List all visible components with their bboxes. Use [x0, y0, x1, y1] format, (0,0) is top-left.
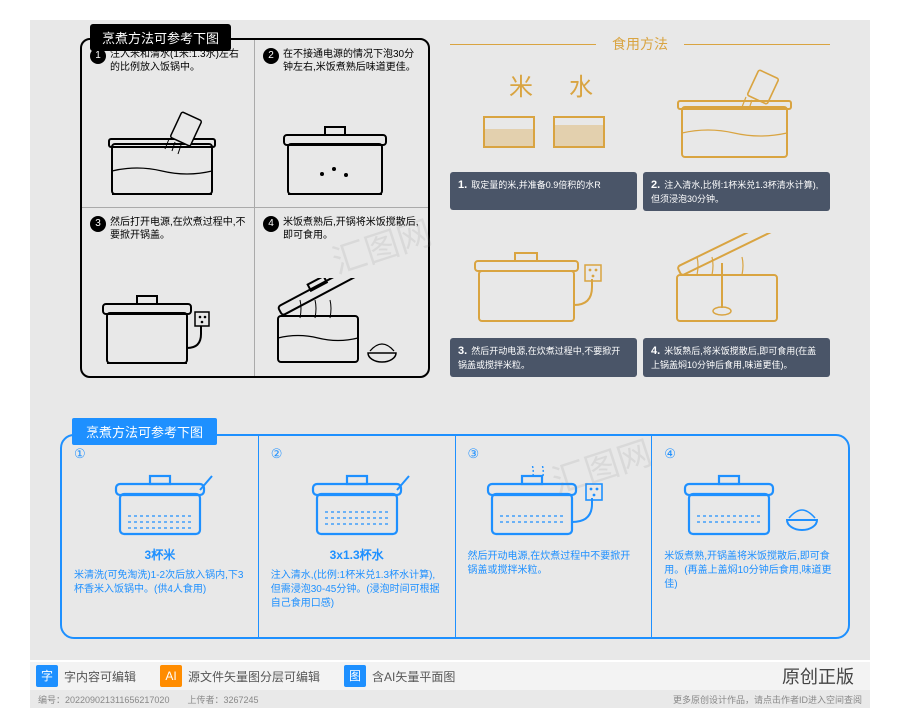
gold-panel: 食用方法 米 水 1.取定量的米,并准备0.9倍积的水R [450, 30, 830, 390]
footer: 字 字内容可编辑 AI 源文件矢量图分层可编辑 图 含AI矢量平面图 原创正版 … [30, 662, 870, 712]
badge-label: 字内容可编辑 [64, 668, 136, 685]
bw-cell-3: 3 然后打开电源,在炊煮过程中,不要掀开锅盖。 [82, 208, 255, 376]
rice-water-icon: 米 水 [459, 67, 629, 167]
bw-step-text: 注入米和清水(1米:1.3水)左右的比例放入饭锅中。 [110, 48, 248, 74]
footer-meta-row: 编号：202209021311656217020 上传者：3267245 更多原… [30, 690, 870, 708]
pot-plug-icon [97, 278, 227, 368]
water-label: 水 [569, 74, 593, 101]
pot-blue-icon [100, 466, 220, 542]
blue-cell-2: ② 3x1.3杯水 注入清水,(比例:1杯米兑1.3杯水计算),但需浸泡30-4… [259, 436, 456, 637]
blue-title: 烹煮方法可参考下图 [72, 418, 217, 445]
pot-plug-blue-icon [478, 466, 628, 542]
bw-grid: 1 注入米和清水(1米:1.3水)左右的比例放入饭锅中。 2 在不接通电源的情况… [80, 38, 430, 378]
footer-brand: 原创正版 [782, 663, 864, 689]
blue-step-num: ③ [468, 446, 640, 462]
badge-label: 含AI矢量平面图 [372, 668, 455, 685]
blue-cell-4: ④ 米饭煮熟,开锅盖将米饭搅散后,即可食用。(再盖上盖焖10分钟后食用,味道更佳… [652, 436, 848, 637]
gold-title: 食用方法 [596, 34, 684, 54]
gold-cell-3: 3.然后开动电源,在炊煮过程中,不要掀开锅盖或搅拌米粒。 [450, 228, 637, 388]
meta-id: 编号：202209021311656217020 [38, 693, 169, 706]
gold-grid: 米 水 1.取定量的米,并准备0.9倍积的水R [450, 62, 830, 388]
blue-text: 米饭煮熟,开锅盖将米饭搅散后,即可食用。(再盖上盖焖10分钟后食用,味道更佳) [664, 550, 836, 592]
bw-step-num: 4 [263, 216, 279, 232]
blue-text: 然后开动电源,在炊煮过程中不要掀开锅盖或搅拌米粒。 [468, 550, 640, 578]
blue-step-num: ④ [664, 446, 836, 462]
blue-panel: 烹煮方法可参考下图 ① 3杯米 米清洗(可免淘洗)1-2次后放入锅内,下3杯香米… [60, 420, 850, 645]
blue-cell-3: ③ 然后开动电源,在炊煮过程中不要掀开锅盖或搅拌米粒。 [456, 436, 653, 637]
blue-step-num: ① [74, 446, 246, 462]
pot-bowl-blue-icon [675, 466, 825, 542]
pot-pour-icon [97, 109, 227, 199]
blue-cell-1: ① 3杯米 米清洗(可免淘洗)1-2次后放入锅内,下3杯香米入饭锅中。(供4人食… [62, 436, 259, 637]
meta-uploader: 上传者：3267245 [187, 693, 258, 706]
bw-step-text: 米饭煮熟后,开锅将米饭搅散后,即可食用。 [283, 216, 422, 242]
blue-sub: 3x1.3杯水 [271, 546, 443, 563]
badge-text-icon: 字 [36, 665, 58, 687]
gold-caption: 4.米饭熟后,将米饭搅散后,即可食用(在盖上锅盖焖10分钟后食用,味道更佳)。 [643, 338, 830, 377]
bw-title: 烹煮方法可参考下图 [90, 24, 231, 51]
pot-pour-gold-icon [652, 67, 822, 167]
pot-plug-gold-icon [459, 233, 629, 333]
bw-step-num: 3 [90, 216, 106, 232]
gold-caption: 1.取定量的米,并准备0.9倍积的水R [450, 172, 637, 210]
rice-label: 米 [509, 74, 533, 101]
bw-cell-1: 1 注入米和清水(1米:1.3水)左右的比例放入饭锅中。 [82, 40, 255, 208]
pot-closed-icon [270, 109, 400, 199]
pot-open-bowl-icon [270, 278, 400, 368]
pot-open-gold-icon [652, 233, 822, 333]
blue-text: 米清洗(可免淘洗)1-2次后放入锅内,下3杯香米入饭锅中。(供4人食用) [74, 569, 246, 597]
bw-cell-4: 4 米饭煮熟后,开锅将米饭搅散后,即可食用。 [255, 208, 428, 376]
gold-cell-2: 2.注入清水,比例:1杯米兑1.3杯清水计算),但须浸泡30分钟。 [643, 62, 830, 222]
badge-img-icon: 图 [344, 665, 366, 687]
pot-blue-icon [297, 466, 417, 542]
gold-caption: 2.注入清水,比例:1杯米兑1.3杯清水计算),但须浸泡30分钟。 [643, 172, 830, 211]
blue-sub: 3杯米 [74, 546, 246, 563]
badge-label: 源文件矢量图分层可编辑 [188, 668, 320, 685]
canvas-area: 烹煮方法可参考下图 1 注入米和清水(1米:1.3水)左右的比例放入饭锅中。 2 [30, 20, 870, 660]
footer-badges-row: 字 字内容可编辑 AI 源文件矢量图分层可编辑 图 含AI矢量平面图 原创正版 [30, 662, 870, 690]
badge-ai-icon: AI [160, 665, 182, 687]
bw-step-text: 在不接通电源的情况下泡30分钟左右,米饭煮熟后味道更佳。 [283, 48, 422, 74]
blue-text: 注入清水,(比例:1杯米兑1.3杯水计算),但需浸泡30-45分钟。(浸泡时间可… [271, 569, 443, 611]
bw-step-text: 然后打开电源,在炊煮过程中,不要掀开锅盖。 [110, 216, 248, 242]
blue-grid: ① 3杯米 米清洗(可免淘洗)1-2次后放入锅内,下3杯香米入饭锅中。(供4人食… [60, 434, 850, 639]
meta-note: 更多原创设计作品，请点击作者ID进入空间查阅 [673, 693, 862, 706]
blue-step-num: ② [271, 446, 443, 462]
gold-cell-1: 米 水 1.取定量的米,并准备0.9倍积的水R [450, 62, 637, 222]
bw-panel: 烹煮方法可参考下图 1 注入米和清水(1米:1.3水)左右的比例放入饭锅中。 2 [80, 24, 430, 384]
gold-cell-4: 4.米饭熟后,将米饭搅散后,即可食用(在盖上锅盖焖10分钟后食用,味道更佳)。 [643, 228, 830, 388]
gold-caption: 3.然后开动电源,在炊煮过程中,不要掀开锅盖或搅拌米粒。 [450, 338, 637, 377]
bw-cell-2: 2 在不接通电源的情况下泡30分钟左右,米饭煮熟后味道更佳。 [255, 40, 428, 208]
bw-step-num: 2 [263, 48, 279, 64]
